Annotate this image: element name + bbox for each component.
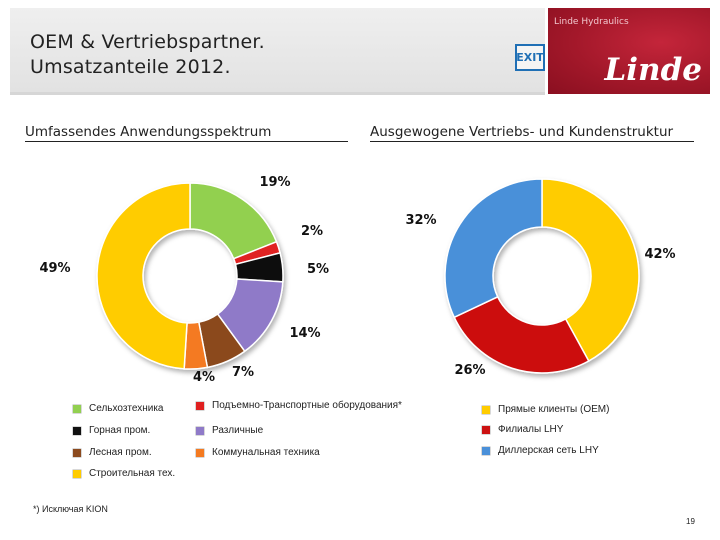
slice-percent-label: 26% [454,363,485,378]
exit-button[interactable]: EXIT [515,44,545,71]
slice-percent-label: 49% [39,261,70,276]
donut-slice-7 [96,182,191,370]
donut-slice-3 [444,178,543,319]
slice-percent-label: 2% [301,224,323,239]
legend-label: Горная пром. [89,425,151,436]
legend-label: Различные [212,425,264,436]
legend-label: Прямые клиенты (OEM) [498,404,610,415]
legend-swatch [196,401,204,410]
legend-item: Лесная пром. [73,447,152,458]
legend-item: Сельхозтехника [73,403,164,414]
legend-item: Прямые клиенты (OEM) [482,404,609,415]
section-heading-sales-structure: Ausgewogene Vertriebs- und Kundenstruktu… [370,124,694,142]
legend-item: Диллерская сеть LHY [482,445,599,456]
legend-swatch [482,405,490,414]
legend-label: Строительная тех. [89,468,176,479]
slice-percent-label: 7% [232,365,254,380]
legend-swatch [73,448,81,457]
legend-label: Подъемно-Транспортные оборудования* [212,400,402,411]
legend-item: Различные [196,425,263,436]
legend-item: Подъемно-Транспортные оборудования* [196,400,402,411]
header-bar: OEM & Vertriebspartner. Umsatzanteile 20… [10,8,545,95]
legend-label: Лесная пром. [89,447,152,458]
brand-caption: Linde Hydraulics [554,17,629,27]
section-heading-applications: Umfassendes Anwendungsspektrum [25,124,348,142]
legend-swatch [482,446,490,455]
slice-percent-label: 5% [307,262,329,277]
legend-swatch [73,404,81,413]
legend-swatch [73,469,81,478]
footnote: *) Исключая KION [33,504,108,514]
page-number: 19 [686,517,695,526]
legend-item: Филиалы LHY [482,424,563,435]
legend-item: Горная пром. [73,425,150,436]
donut-slice-2 [453,295,590,374]
linde-logo: Linde [604,52,702,88]
slice-percent-label: 14% [289,326,320,341]
legend-swatch [196,448,204,457]
page-subtitle: Umsatzanteile 2012. [30,56,231,78]
page-title: OEM & Vertriebspartner. [30,31,265,53]
legend-label: Филиалы LHY [498,424,564,435]
legend-label: Диллерская сеть LHY [498,445,599,456]
labels-applications: 19% 2% 5% 14% 7% 4% 49% [39,175,329,385]
legend-item: Строительная тех. [73,468,175,479]
slice-percent-label: 4% [193,370,215,385]
chart-applications [96,182,284,370]
legend-item: Коммунальная техника [196,447,320,458]
legend-label: Коммунальная техника [212,447,320,458]
slice-percent-label: 42% [644,247,675,262]
brand-logo-panel: Linde Hydraulics Linde [548,8,710,94]
legend-swatch [196,426,204,435]
labels-sales-structure: 42% 26% 32% [405,213,675,378]
donut-slice-1 [541,178,640,363]
slice-percent-label: 32% [405,213,436,228]
legend-label: Сельхозтехника [89,403,164,414]
legend-swatch [482,425,490,434]
chart-sales-structure [444,178,640,374]
slice-percent-label: 19% [259,175,290,190]
legend-swatch [73,426,81,435]
